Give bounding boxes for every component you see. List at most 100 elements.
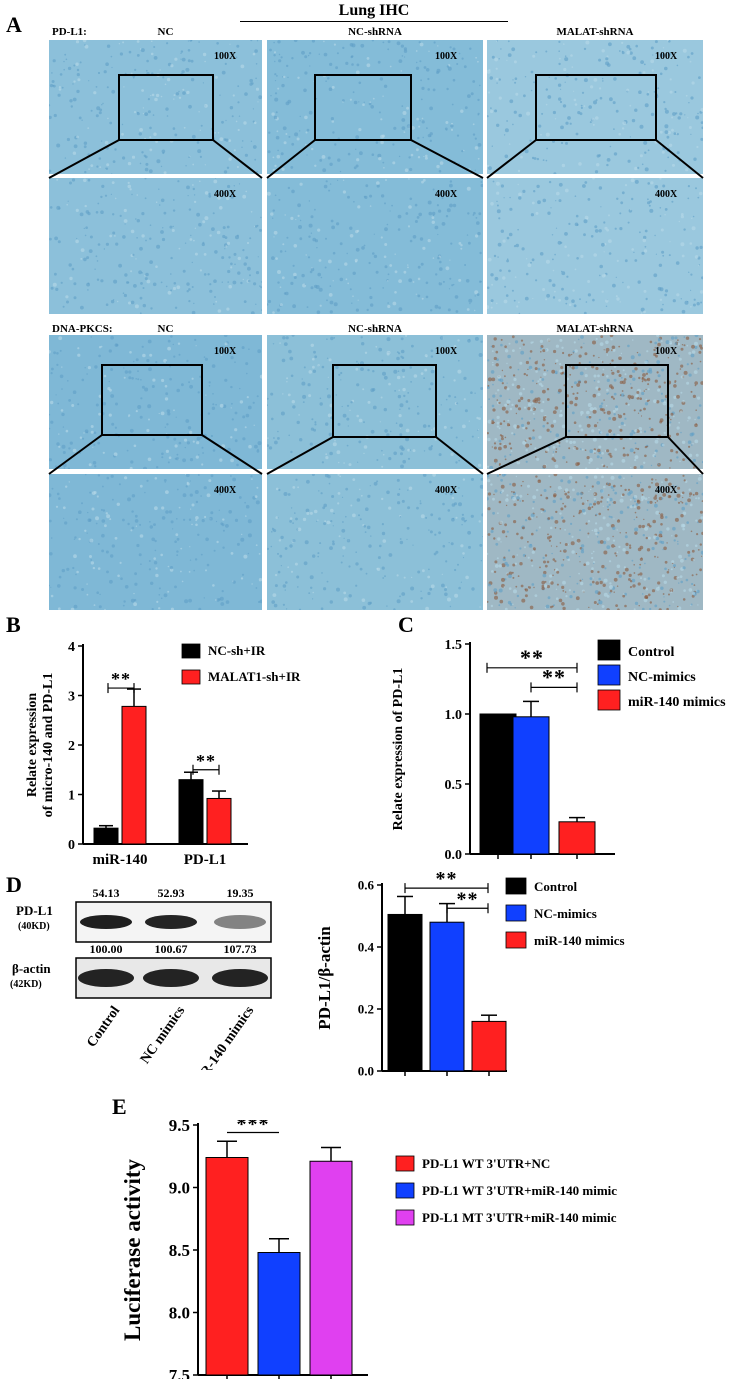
chart-c: 0.0 0.5 1.0 1.5 Relate expression of PD-L1 **… <box>391 638 726 863</box>
blot-row-label: PD-L1 <box>16 903 53 918</box>
significance-stars: *** <box>237 1120 270 1136</box>
y-tick-label: 7.5 <box>169 1366 190 1379</box>
chart-plot: 0.0 0.5 1.0 1.5 Relate expression of PD-L1 **… <box>391 638 615 863</box>
ihc-micrograph-high <box>487 178 703 314</box>
y-tick-label: 8.0 <box>169 1303 190 1322</box>
panel-d-letter: D <box>6 872 22 897</box>
legend-label: NC-mimics <box>534 906 597 921</box>
panel-e-letter: E <box>112 1094 127 1119</box>
legend-swatch <box>181 669 201 685</box>
y-tick-label: 9.0 <box>169 1178 190 1197</box>
blot-band <box>80 915 132 929</box>
x-tick-label: miR-140 <box>93 852 148 865</box>
y-tick-label: 0.4 <box>358 940 375 955</box>
chart-legend: PD-L1 WT 3'UTR+NC PD-L1 WT 3'UTR+miR-140 … <box>395 1155 617 1226</box>
magnification-label: 100X <box>214 51 237 62</box>
y-tick-label: 1 <box>68 788 75 803</box>
y-tick-label: 0.5 <box>445 778 463 793</box>
legend-label: PD-L1 WT 3'UTR+NC <box>422 1156 550 1171</box>
chart-legend: Control NC-mimics miR-140 mimics <box>597 639 726 711</box>
magnification-label: 100X <box>655 346 678 357</box>
panel-c-letter: C <box>398 612 414 637</box>
ihc-row-label: PD-L1: <box>52 26 87 38</box>
legend-swatch <box>597 639 621 661</box>
blot-strips: Control NC mimics miR-140 mimics <box>75 901 272 1070</box>
magnification-label: 100X <box>435 346 458 357</box>
legend-swatch <box>505 931 527 949</box>
blot-band <box>214 915 266 929</box>
significance-stars: ** <box>436 870 458 890</box>
legend-swatch <box>505 904 527 922</box>
legend-label: Control <box>628 645 675 660</box>
densitometry-value: 52.93 <box>157 886 185 900</box>
legend-label: NC-mimics <box>628 670 696 685</box>
significance-stars: ** <box>457 888 479 910</box>
significance-stars: ** <box>542 664 566 689</box>
ihc-micrograph-high <box>49 178 262 314</box>
magnification-label: 400X <box>435 485 458 496</box>
magnification-label: 100X <box>655 51 678 62</box>
legend-label: PD-L1 WT 3'UTR+miR-140 mimic <box>422 1183 617 1198</box>
legend-swatch <box>505 877 527 895</box>
densitometry-value: 54.13 <box>92 886 120 900</box>
bar <box>178 779 204 845</box>
bar <box>387 913 423 1072</box>
y-tick-label: 0 <box>68 838 75 853</box>
blot-band <box>143 969 199 987</box>
y-tick-label: 3 <box>68 689 75 704</box>
y-tick-label: 0.0 <box>358 1064 374 1079</box>
bar <box>121 705 147 845</box>
lane-label: miR-140 mimics <box>189 1003 258 1070</box>
bar <box>205 1157 249 1376</box>
panel-b-letter: B <box>6 612 21 637</box>
ihc-micrograph-high <box>487 474 703 610</box>
legend-label: NC-sh+IR <box>208 643 266 658</box>
legend-label: miR-140 mimics <box>628 695 726 710</box>
chart-plot: 0 1 2 3 4 Relate expression of micro-140 and P… <box>25 640 248 865</box>
bar <box>206 797 232 845</box>
magnification-label: 100X <box>435 51 458 62</box>
blot-band <box>212 969 268 987</box>
y-tick-label: 1.0 <box>445 708 463 723</box>
bar <box>471 1020 507 1072</box>
ihc-column-label: NC <box>157 323 174 335</box>
chart-b: 0 1 2 3 4 Relate expression of micro-140 and P… <box>25 640 301 865</box>
chart-plot: 7.5 8.0 8.5 9.0 9.5 Luciferase activity *** <box>120 1120 368 1379</box>
y-tick-label: 1.5 <box>445 638 463 653</box>
legend-label: Control <box>534 879 577 894</box>
ihc-micrograph-high <box>49 474 262 610</box>
significance-stars: ** <box>111 669 131 689</box>
x-tick-label: PD-L1 <box>184 852 227 865</box>
y-axis-label: Relate expression of PD-L1 <box>391 668 406 831</box>
bar <box>479 713 517 855</box>
legend-swatch <box>395 1209 415 1226</box>
blot-row-label: β-actin <box>12 961 51 976</box>
legend-swatch <box>395 1182 415 1199</box>
y-axis-label: Relate expression <box>25 693 40 798</box>
blot-row-sublabel: (40KD) <box>18 921 50 932</box>
ihc-column-label: NC <box>157 26 174 38</box>
densitometry-value: 19.35 <box>226 886 254 900</box>
ihc-column-label: NC-shRNA <box>348 323 402 335</box>
y-tick-label: 9.5 <box>169 1120 190 1135</box>
chart-d: 0.0 0.2 0.4 0.6 PD-L1/β-actin **** Control NC-m… <box>315 870 625 1079</box>
panel-a-title: Lung IHC <box>338 2 410 19</box>
panel-a-letter: A <box>6 12 22 37</box>
y-axis-label: Luciferase activity <box>120 1158 145 1341</box>
y-tick-label: 0.2 <box>358 1002 374 1017</box>
ihc-column-label: MALAT-shRNA <box>556 26 634 38</box>
panel-a-title-rule <box>240 21 508 22</box>
magnification-label: 400X <box>655 485 678 496</box>
legend-label: PD-L1 MT 3'UTR+miR-140 mimic <box>422 1210 617 1225</box>
ihc-column-label: NC-shRNA <box>348 26 402 38</box>
y-tick-label: 8.5 <box>169 1241 190 1260</box>
bar <box>558 821 596 855</box>
y-axis-label: PD-L1/β-actin <box>315 926 334 1030</box>
ihc-micrograph-high <box>267 474 483 610</box>
ihc-micrograph-high <box>267 178 483 314</box>
bar <box>512 716 550 855</box>
magnification-label: 100X <box>214 346 237 357</box>
legend-swatch <box>597 689 621 711</box>
chart-legend: NC-sh+IR MALAT1-sh+IR <box>181 643 301 685</box>
significance-stars: ** <box>196 751 216 771</box>
